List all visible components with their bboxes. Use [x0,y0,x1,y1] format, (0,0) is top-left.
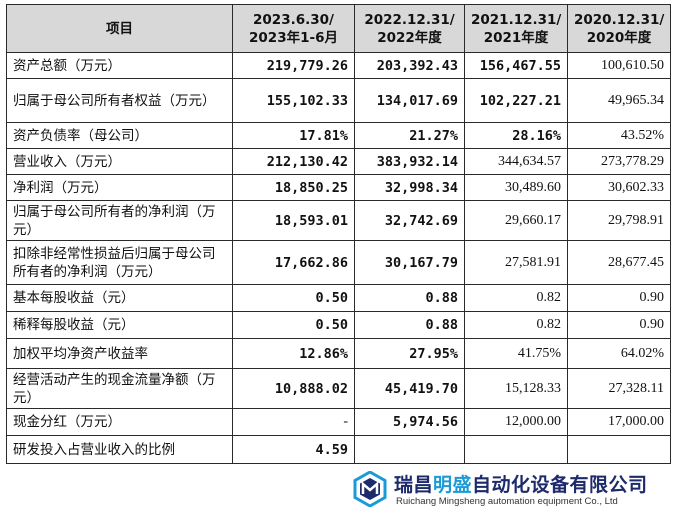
table-cell: 29,798.91 [567,200,671,241]
table-cell: 383,932.14 [354,148,465,175]
table-row: 归属于母公司所有者的净利润（万元） 18,593.01 32,742.69 29,66… [6,200,671,241]
table-cell: - [232,408,355,436]
table-cell: 15,128.33 [464,368,568,409]
table-row: 加权平均净资产收益率 12.86% 27.95% 41.75% 64.02% [6,338,671,369]
table-cell: 17,000.00 [567,408,671,436]
table-cell: 45,419.70 [354,368,465,409]
table-cell: 4.59 [232,435,355,464]
table-cell [464,435,568,464]
company-watermark: 瑞昌明盛自动化设备有限公司 Ruichang Mingsheng automat… [346,467,674,513]
table-row: 资产总额（万元） 219,779.26 203,392.43 156,467.55 10… [6,52,671,79]
table-cell: 0.90 [567,284,671,312]
table-cell: 0.82 [464,311,568,339]
row-label: 稀释每股收益（元） [6,311,233,339]
row-label: 归属于母公司所有者权益（万元） [6,78,233,123]
table-row: 稀释每股收益（元） 0.50 0.88 0.82 0.90 [6,311,671,339]
table-cell: 21.27% [354,122,465,149]
table-cell: 27,328.11 [567,368,671,409]
table-row: 净利润（万元） 18,850.25 32,998.34 30,489.60 30,602… [6,174,671,201]
watermark-title: 瑞昌明盛自动化设备有限公司 [394,474,648,496]
table-cell: 17,662.86 [232,240,355,285]
table-cell: 27.95% [354,338,465,369]
financial-table: 项目 2023.6.30/2023年1-6月 2022.12.31/2022年度… [6,4,671,464]
table-cell: 18,850.25 [232,174,355,201]
header-2022: 2022.12.31/2022年度 [354,4,465,53]
row-label: 加权平均净资产收益率 [6,338,233,369]
table-cell: 12,000.00 [464,408,568,436]
table-cell: 219,779.26 [232,52,355,79]
row-label: 营业收入（万元） [6,148,233,175]
table-row: 营业收入（万元） 212,130.42 383,932.14 344,634.57 27… [6,148,671,175]
table-row: 研发投入占营业收入的比例 4.59 [6,435,671,464]
table-cell: 344,634.57 [464,148,568,175]
row-label: 归属于母公司所有者的净利润（万元） [6,200,233,241]
table-cell: 102,227.21 [464,78,568,123]
row-label: 扣除非经常性损益后归属于母公司所有者的净利润（万元） [6,240,233,285]
table-cell: 0.50 [232,284,355,312]
table-cell: 273,778.29 [567,148,671,175]
table-row: 经营活动产生的现金流量净额（万元） 10,888.02 45,419.70 15,12… [6,368,671,409]
table-cell: 27,581.91 [464,240,568,285]
table-row: 归属于母公司所有者权益（万元） 155,102.33 134,017.69 102,2… [6,78,671,123]
table-cell: 203,392.43 [354,52,465,79]
table-cell: 32,742.69 [354,200,465,241]
table-cell: 0.88 [354,284,465,312]
row-label: 研发投入占营业收入的比例 [6,435,233,464]
row-label: 经营活动产生的现金流量净额（万元） [6,368,233,409]
header-row: 项目 2023.6.30/2023年1-6月 2022.12.31/2022年度… [6,4,671,53]
table-cell: 30,167.79 [354,240,465,285]
table-cell: 30,489.60 [464,174,568,201]
table-cell: 41.75% [464,338,568,369]
table-cell: 29,660.17 [464,200,568,241]
table-cell: 32,998.34 [354,174,465,201]
table-cell: 0.90 [567,311,671,339]
table-cell: 49,965.34 [567,78,671,123]
table-cell: 28,677.45 [567,240,671,285]
table-cell: 17.81% [232,122,355,149]
table-cell: 156,467.55 [464,52,568,79]
table-row: 现金分红（万元） -5,974.56 12,000.00 17,000.00 [6,408,671,436]
table-cell: 43.52% [567,122,671,149]
table-cell: 155,102.33 [232,78,355,123]
row-label: 净利润（万元） [6,174,233,201]
table-cell: 212,130.42 [232,148,355,175]
header-item: 项目 [6,4,233,53]
row-label: 资产总额（万元） [6,52,233,79]
table-cell: 10,888.02 [232,368,355,409]
table-cell: 18,593.01 [232,200,355,241]
table-cell: 100,610.50 [567,52,671,79]
header-2020: 2020.12.31/2020年度 [567,4,671,53]
table-cell: 5,974.56 [354,408,465,436]
header-2023h1: 2023.6.30/2023年1-6月 [232,4,355,53]
table-cell: 134,017.69 [354,78,465,123]
company-logo-icon [353,471,387,507]
row-label: 资产负债率（母公司） [6,122,233,149]
table-cell: 30,602.33 [567,174,671,201]
table-cell: 0.88 [354,311,465,339]
table-cell: 28.16% [464,122,568,149]
header-2021: 2021.12.31/2021年度 [464,4,568,53]
table-row: 资产负债率（母公司） 17.81% 21.27% 28.16% 43.52% [6,122,671,149]
table-cell: 12.86% [232,338,355,369]
table-cell [354,435,465,464]
row-label: 现金分红（万元） [6,408,233,436]
table-cell: 0.50 [232,311,355,339]
table-row: 基本每股收益（元） 0.50 0.88 0.82 0.90 [6,284,671,312]
watermark-subtitle: Ruichang Mingsheng automation equipment … [396,496,618,507]
table-cell [567,435,671,464]
table-row: 扣除非经常性损益后归属于母公司所有者的净利润（万元） 17,662.86 30,16… [6,240,671,285]
table-cell: 0.82 [464,284,568,312]
table-cell: 64.02% [567,338,671,369]
row-label: 基本每股收益（元） [6,284,233,312]
